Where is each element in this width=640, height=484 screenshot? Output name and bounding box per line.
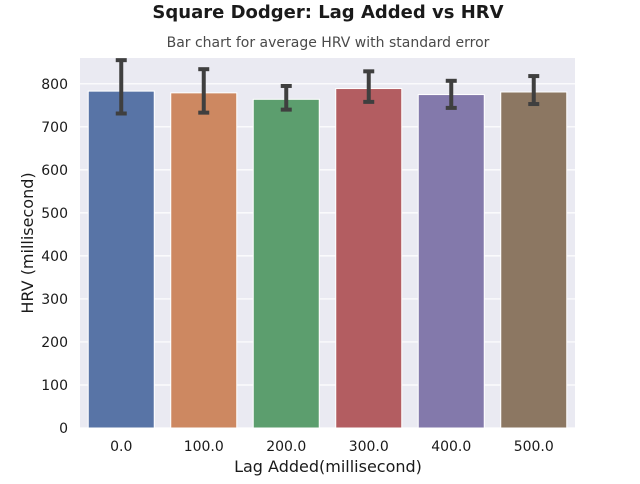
bar	[335, 88, 403, 429]
y-tick-label: 200	[41, 335, 68, 351]
bar	[252, 98, 320, 429]
y-tick-label: 300	[41, 292, 68, 308]
y-tick-label: 600	[41, 163, 68, 179]
chart-title: Square Dodger: Lag Added vs HRV	[152, 2, 503, 23]
error-bar	[445, 78, 457, 110]
error-bar	[528, 74, 540, 107]
x-tick-label: 0.0	[110, 439, 132, 455]
bars	[87, 88, 568, 429]
x-tick-label: 400.0	[431, 439, 471, 455]
y-tick-label: 0	[59, 421, 68, 437]
y-tick-label: 100	[41, 378, 68, 394]
error-bar	[280, 83, 292, 112]
x-axis-label: Lag Added(millisecond)	[234, 457, 422, 476]
error-bar	[363, 69, 375, 104]
error-bar	[115, 58, 127, 116]
y-tick-label: 800	[41, 77, 68, 93]
bar	[87, 90, 155, 429]
y-tick-labels: 0 100 200 300 400 500 600 700 800	[41, 77, 68, 437]
x-tick-label: 200.0	[266, 439, 306, 455]
x-tick-label: 100.0	[184, 439, 224, 455]
grid-lines	[80, 83, 575, 429]
y-tick-label: 500	[41, 206, 68, 222]
x-tick-label: 300.0	[349, 439, 389, 455]
chart-subtitle: Bar chart for average HRV with standard …	[167, 35, 490, 51]
error-bars	[115, 58, 540, 116]
bar	[500, 91, 568, 429]
error-bar	[198, 67, 210, 115]
bar	[170, 92, 238, 429]
x-tick-labels: 0.0 100.0 200.0 300.0 400.0 500.0	[110, 439, 554, 455]
plot-area	[80, 58, 575, 428]
y-tick-label: 400	[41, 249, 68, 265]
y-tick-label: 700	[41, 120, 68, 136]
y-axis-label: HRV (millisecond)	[18, 172, 37, 313]
bar	[417, 94, 485, 429]
x-tick-label: 500.0	[514, 439, 554, 455]
